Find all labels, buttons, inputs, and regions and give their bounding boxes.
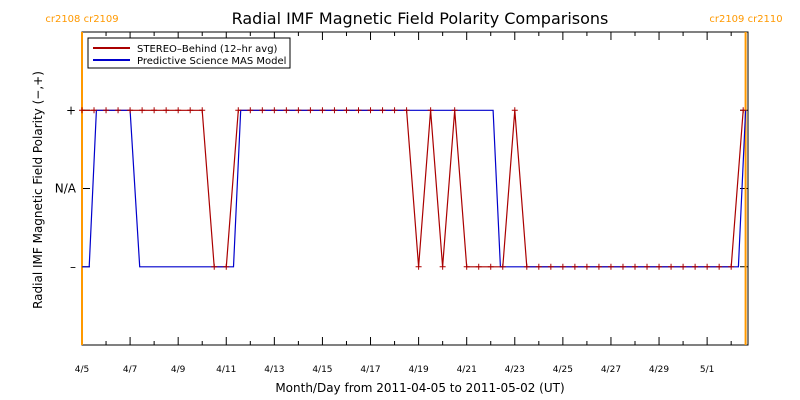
stereo-point <box>211 263 218 270</box>
stereo-point <box>692 263 699 270</box>
stereo-point <box>79 107 85 114</box>
stereo-point <box>319 107 326 114</box>
stereo-point <box>259 107 266 114</box>
stereo-point <box>103 107 110 114</box>
stereo-point <box>499 263 506 270</box>
stereo-point <box>439 263 446 270</box>
x-tick-label: 5/1 <box>700 365 714 375</box>
stereo-point <box>187 107 194 114</box>
stereo-point <box>139 107 146 114</box>
x-tick-label: 4/15 <box>312 365 332 375</box>
stereo-point <box>247 107 254 114</box>
x-tick-label: 4/13 <box>264 365 284 375</box>
stereo-point <box>583 263 590 270</box>
stereo-point <box>403 107 410 114</box>
rotation-label-left: cr2108 cr2109 <box>45 14 118 25</box>
stereo-point <box>644 263 651 270</box>
stereo-point <box>367 107 374 114</box>
stereo-point <box>271 107 278 114</box>
stereo-point <box>343 107 350 114</box>
stereo-point <box>716 263 723 270</box>
stereo-point <box>559 263 566 270</box>
stereo-point <box>595 263 602 270</box>
x-tick-label: 4/29 <box>649 365 669 375</box>
stereo-point <box>571 263 578 270</box>
stereo-point <box>151 107 158 114</box>
stereo-point <box>127 107 134 114</box>
stereo-point <box>223 263 230 270</box>
stereo-point <box>487 263 494 270</box>
stereo-point <box>619 263 626 270</box>
x-tick-label: 4/11 <box>216 365 236 375</box>
stereo-point <box>656 263 663 270</box>
rotation-lines <box>81 32 747 345</box>
stereo-point <box>547 263 554 270</box>
legend: STEREO–Behind (12–hr avg) Predictive Sci… <box>87 37 291 69</box>
stereo-point <box>475 263 482 270</box>
y-tick-label: N/A <box>55 182 77 196</box>
stereo-point <box>451 107 458 114</box>
stereo-point <box>740 107 747 114</box>
stereo-point <box>163 107 170 114</box>
stereo-point <box>463 263 470 270</box>
x-tick-label: 4/27 <box>601 365 621 375</box>
x-tick-label: 4/23 <box>505 365 525 375</box>
stereo-point <box>535 263 542 270</box>
plot-frame <box>81 31 749 346</box>
legend-box <box>87 37 291 69</box>
stereo-point <box>199 107 206 114</box>
stereo-point <box>415 263 422 270</box>
y-tick-label: – <box>70 260 76 274</box>
stereo-point <box>391 107 398 114</box>
stereo-point <box>728 263 735 270</box>
stereo-point <box>331 107 338 114</box>
series-line-model <box>82 109 747 268</box>
stereo-point <box>295 107 302 114</box>
tick-layer: 4/5 4/7 4/9 4/11 4/13 4/15 4/17 4/19 4/21 4/23 4/2… <box>55 32 748 375</box>
stereo-point <box>91 107 98 114</box>
stereo-point <box>379 107 386 114</box>
stereo-point <box>523 263 530 270</box>
legend-label-stereo: STEREO–Behind (12–hr avg) <box>137 44 278 55</box>
stereo-point <box>631 263 638 270</box>
x-tick-label: 4/21 <box>457 365 477 375</box>
series-line-stereo <box>82 109 744 268</box>
y-tick-label: + <box>66 103 76 117</box>
stereo-point <box>235 107 242 114</box>
stereo-point <box>680 263 687 270</box>
stereo-point <box>355 107 362 114</box>
stereo-point <box>427 107 434 114</box>
x-tick-label: 4/25 <box>553 365 573 375</box>
x-tick-label: 4/5 <box>75 365 89 375</box>
x-tick-label: 4/17 <box>360 365 380 375</box>
x-tick-label: 4/7 <box>123 365 137 375</box>
stereo-point <box>511 107 518 114</box>
stereo-point <box>283 107 290 114</box>
series-layer <box>79 107 747 270</box>
stereo-point <box>175 107 182 114</box>
x-axis-label: Month/Day from 2011-04-05 to 2011-05-02 … <box>275 381 564 395</box>
x-tick-label: 4/19 <box>408 365 428 375</box>
stereo-point <box>704 263 711 270</box>
stereo-point <box>668 263 675 270</box>
stereo-point <box>115 107 122 114</box>
chart-title: Radial IMF Magnetic Field Polarity Compa… <box>232 9 609 28</box>
stereo-point <box>307 107 314 114</box>
stereo-point <box>607 263 614 270</box>
x-tick-label: 4/9 <box>171 365 186 375</box>
rotation-label-right: cr2109 cr2110 <box>709 14 782 25</box>
legend-label-model: Predictive Science MAS Model <box>137 56 286 67</box>
y-axis-label: Radial IMF Magnetic Field Polarity (−,+) <box>31 71 45 309</box>
